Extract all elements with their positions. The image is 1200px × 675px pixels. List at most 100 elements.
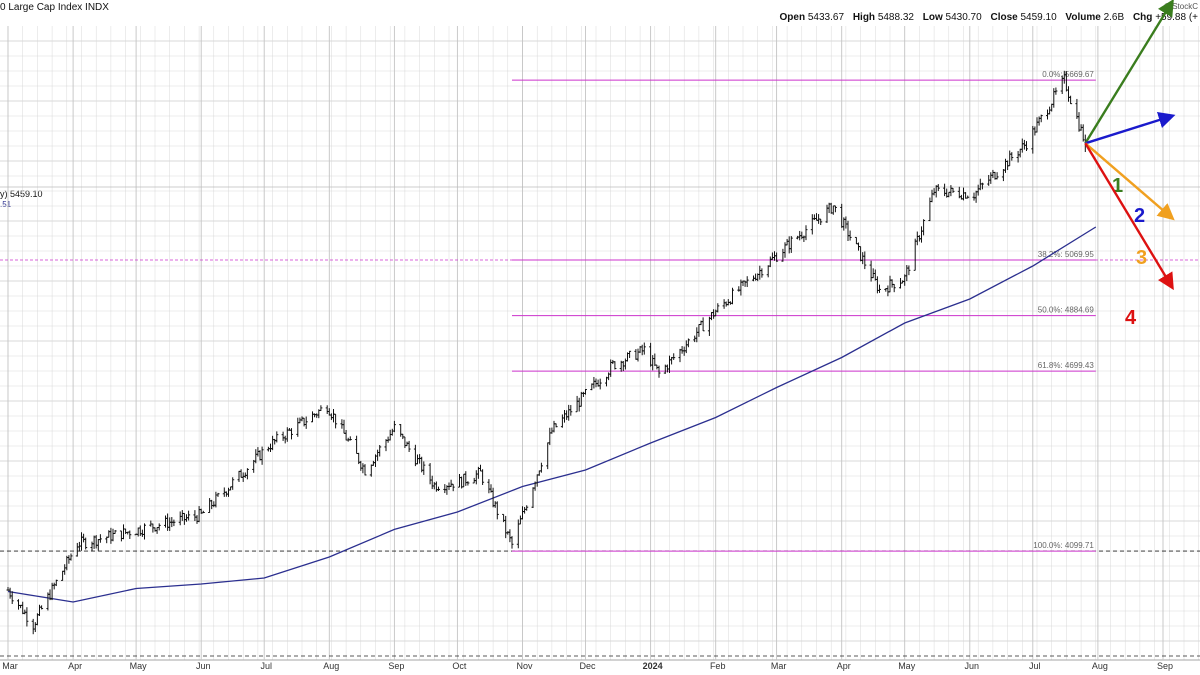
price-bar xyxy=(951,187,955,193)
price-bar xyxy=(376,449,380,461)
x-tick-label: May xyxy=(898,661,916,671)
price-bar xyxy=(796,235,800,240)
price-bar xyxy=(678,348,682,363)
price-bar xyxy=(657,365,661,378)
price-bar xyxy=(833,205,837,213)
price-bar xyxy=(846,220,850,242)
price-bar xyxy=(493,501,497,508)
price-bar xyxy=(369,464,373,477)
volume-value: 2.6B xyxy=(1103,12,1125,23)
price-bar xyxy=(434,481,438,492)
price-bar xyxy=(180,510,184,521)
price-bar xyxy=(905,265,909,282)
price-bar xyxy=(422,461,426,475)
price-bar xyxy=(863,251,867,270)
price-bars xyxy=(6,70,1086,635)
price-bar xyxy=(481,469,485,485)
close-value: 5459.10 xyxy=(1020,12,1057,23)
price-bar xyxy=(878,284,881,293)
price-bar xyxy=(789,236,793,253)
price-bar xyxy=(521,506,524,520)
price-bar xyxy=(54,579,58,587)
price-bar xyxy=(1037,116,1041,126)
fib-level-label: 50.0%: 4884.69 xyxy=(1038,306,1095,315)
price-bar xyxy=(319,405,323,411)
price-bar xyxy=(886,285,890,297)
price-bar xyxy=(201,510,205,514)
price-bar xyxy=(355,435,359,454)
price-bar xyxy=(416,454,419,465)
price-bar xyxy=(995,172,999,180)
price-legend: y) 5459.10 xyxy=(0,189,43,199)
price-bar xyxy=(96,539,100,551)
high-label: High xyxy=(852,12,876,23)
price-bar xyxy=(640,344,644,356)
price-bar xyxy=(766,265,770,278)
price-bar xyxy=(810,214,814,235)
price-bar xyxy=(195,515,199,524)
price-bar xyxy=(329,413,333,420)
price-bar xyxy=(539,462,543,473)
price-bar xyxy=(1022,139,1026,150)
x-tick-label: Apr xyxy=(68,661,82,671)
price-bar xyxy=(560,414,564,428)
price-bar xyxy=(464,471,468,486)
price-bar xyxy=(359,460,363,471)
price-bar xyxy=(466,481,470,486)
price-bar xyxy=(972,192,976,201)
x-tick-label: Sep xyxy=(388,661,404,671)
price-bar xyxy=(214,491,218,508)
price-bar xyxy=(33,622,37,633)
price-bar xyxy=(38,604,41,617)
x-tick-label: Jun xyxy=(965,661,980,671)
price-bar xyxy=(634,349,638,360)
price-bar xyxy=(508,529,512,543)
price-bar xyxy=(340,419,344,429)
price-bar xyxy=(768,256,772,268)
x-tick-label: Apr xyxy=(837,661,851,671)
price-bar xyxy=(812,214,816,221)
fibonacci-retracement: 0.0%: 5669.67 38.2%: 5069.95 50.0%: 4884.6… xyxy=(512,70,1096,552)
price-bar xyxy=(1052,88,1056,108)
price-bar xyxy=(642,342,646,355)
price-bar xyxy=(737,286,741,292)
price-bar xyxy=(92,535,96,549)
x-tick-label: Mar xyxy=(771,661,787,671)
price-bar xyxy=(819,218,823,226)
price-bar xyxy=(449,479,453,487)
price-bar xyxy=(922,219,926,236)
price-bar xyxy=(275,431,279,443)
scenario-arrow-1 xyxy=(1084,0,1174,144)
price-bar xyxy=(17,599,20,610)
price-bar xyxy=(584,389,587,395)
price-bar xyxy=(212,501,216,508)
price-bar xyxy=(111,528,115,542)
price-bar xyxy=(672,353,676,360)
price-bar xyxy=(974,190,978,203)
price-bar xyxy=(84,537,88,550)
price-bar xyxy=(155,527,159,534)
price-bar xyxy=(804,225,808,241)
price-bar xyxy=(712,309,716,319)
price-bar xyxy=(907,265,911,276)
x-tick-label: Sep xyxy=(1157,661,1173,671)
price-bar xyxy=(98,534,102,543)
price-bar xyxy=(304,416,308,429)
price-bar xyxy=(227,487,230,497)
price-bar xyxy=(407,440,411,453)
scenario-label-1: 1 xyxy=(1112,175,1123,197)
x-tick-label: Oct xyxy=(452,661,467,671)
price-bar xyxy=(290,428,293,440)
price-bar xyxy=(844,216,848,229)
price-bar xyxy=(978,178,982,191)
price-bar xyxy=(432,482,436,490)
price-bar xyxy=(413,444,417,467)
price-bar xyxy=(569,405,573,416)
price-bar xyxy=(1067,86,1070,102)
price-bar xyxy=(80,532,83,551)
price-bar xyxy=(930,189,934,203)
price-bar xyxy=(495,501,499,520)
price-bar xyxy=(269,443,272,453)
price-bar xyxy=(10,591,14,604)
scenario-arrows: 12 3 4 xyxy=(1084,0,1176,329)
